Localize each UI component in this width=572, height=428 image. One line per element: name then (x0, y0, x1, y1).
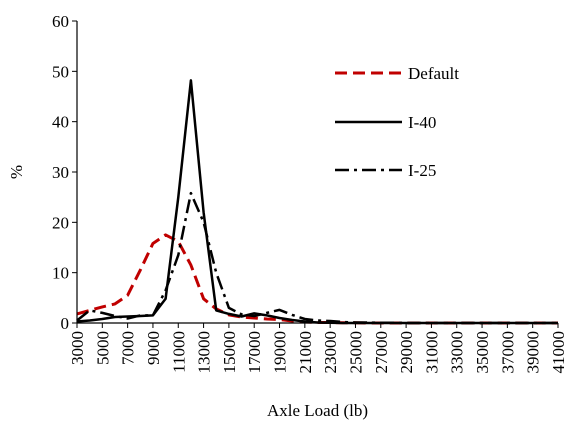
series-line-default (76, 233, 558, 325)
chart-axes (76, 21, 558, 324)
x-tick-label: 13000 (195, 331, 214, 374)
x-tick-label: 37000 (498, 331, 517, 374)
y-tick-label: 0 (61, 314, 70, 333)
x-tick-label: 7000 (119, 331, 138, 365)
y-tick-label: 60 (52, 12, 69, 31)
x-axis-title: Axle Load (lb) (267, 401, 368, 420)
y-tick-label: 30 (52, 163, 69, 182)
x-tick-label: 39000 (524, 331, 543, 374)
chart-legend: Default I-40 I-25 (335, 64, 459, 180)
y-tick-label: 20 (52, 213, 69, 232)
legend-label-i-40: I-40 (408, 113, 436, 132)
x-tick-label: 23000 (321, 331, 340, 374)
x-tick-label: 9000 (144, 331, 163, 365)
legend-label-i-25: I-25 (408, 161, 436, 180)
x-tick-label: 21000 (296, 331, 315, 374)
x-tick-label: 15000 (220, 331, 239, 374)
y-tick-label: 10 (52, 264, 69, 283)
y-tick-labels: 0 10 20 30 40 50 60 (52, 12, 77, 333)
y-tick-label: 50 (52, 62, 69, 81)
y-axis-title: % (7, 165, 26, 179)
x-tick-label: 3000 (68, 331, 87, 365)
x-tick-label: 25000 (346, 331, 365, 374)
x-tick-labels: 3000 5000 7000 9000 11000 13000 15000 17000 1900… (68, 323, 568, 374)
plot-lines (76, 79, 558, 325)
x-tick-label: 27000 (372, 331, 391, 374)
x-tick-label: 31000 (422, 331, 441, 374)
x-tick-label: 35000 (473, 331, 492, 374)
x-tick-label: 17000 (245, 331, 264, 374)
x-tick-label: 29000 (397, 331, 416, 374)
series-line-i-25 (76, 191, 558, 325)
legend-label-default: Default (408, 64, 459, 83)
x-tick-label: 33000 (448, 331, 467, 374)
x-tick-label: 11000 (169, 331, 188, 373)
y-tick-label: 40 (52, 113, 69, 132)
x-tick-label: 41000 (549, 331, 568, 374)
series-line-i-40 (76, 79, 558, 325)
x-tick-label: 5000 (93, 331, 112, 365)
x-tick-label: 19000 (271, 331, 290, 374)
